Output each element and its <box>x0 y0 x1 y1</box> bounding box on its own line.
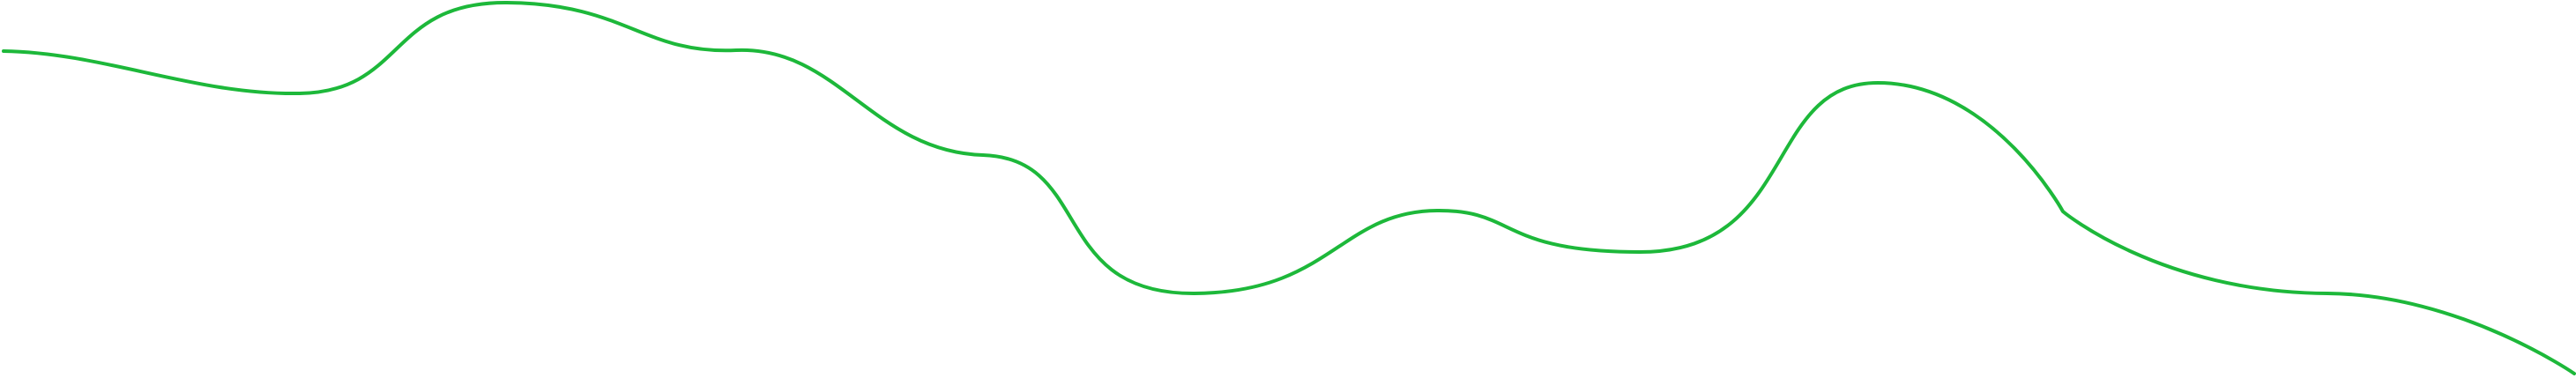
wave-graphic <box>2 0 2576 375</box>
wavy-line-icon <box>2 0 2576 375</box>
